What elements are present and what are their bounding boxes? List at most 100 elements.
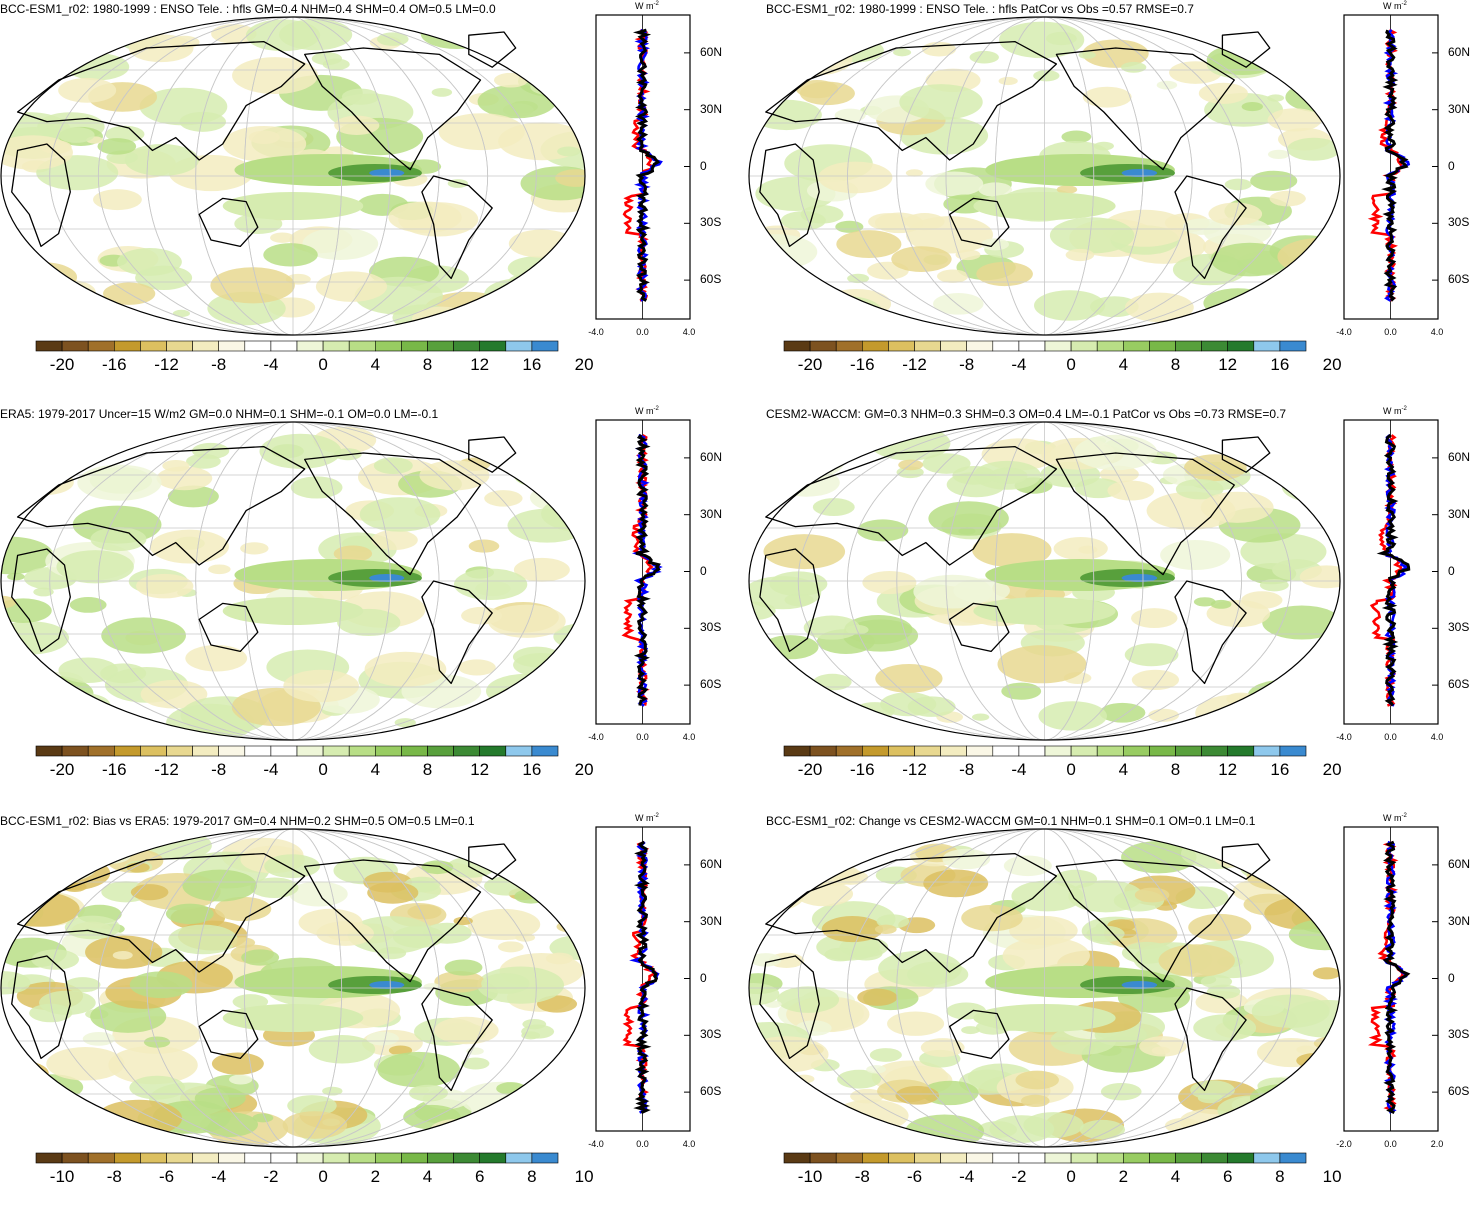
colorbar-tick-label: 12: [470, 760, 490, 779]
colorbar-swatch: [966, 340, 994, 352]
colorbar-swatch: [192, 340, 220, 352]
colorbar-tick-label: 8: [422, 760, 433, 779]
colorbar-tick-label: -8: [211, 760, 227, 779]
colorbar-swatch: [35, 745, 63, 757]
colorbar-swatch: [244, 340, 272, 352]
zonal-unit-label: W m-2: [1383, 813, 1407, 823]
colorbar-tick-label: -20: [797, 355, 823, 374]
colorbar-swatch: [1018, 1152, 1046, 1164]
colorbar-swatch: [453, 1152, 481, 1164]
colorbar-swatch: [35, 1152, 63, 1164]
panel-2: BCC-ESM1_r02: 1980-1999 : ENSO Tele. : h…: [748, 0, 1483, 400]
colorbar-swatch: [1070, 1152, 1098, 1164]
colorbar-swatch: [835, 745, 863, 757]
panel-title: BCC-ESM1_r02: 1980-1999 : ENSO Tele. : h…: [0, 2, 496, 16]
colorbar-swatch: [914, 1152, 941, 1164]
colorbar-tick-label: -12: [154, 355, 179, 374]
colorbar-swatch: [322, 1152, 350, 1164]
lat-tick-label: 30S: [1448, 620, 1470, 635]
world-map: [748, 16, 1341, 336]
lat-tick-label: 0: [1448, 158, 1455, 173]
zonal-line-black: [632, 28, 661, 302]
colorbar-labels: -20 -16 -12 -8 -4 0 4 8 12 16 20: [35, 355, 594, 377]
colorbar-swatch: [1096, 1152, 1124, 1164]
colorbar-swatch: [427, 340, 454, 352]
colorbar-tick-label: 8: [422, 355, 433, 374]
colorbar-swatch: [166, 1152, 193, 1164]
colorbar-swatch: [809, 340, 837, 352]
colorbar-swatch: [348, 1152, 376, 1164]
colorbar-swatch: [783, 1152, 811, 1164]
colorbar-tick-label: -8: [959, 760, 975, 779]
colorbar-swatch: [1044, 340, 1072, 352]
colorbar-tick-label: -8: [211, 355, 227, 374]
colorbar-swatch: [296, 745, 324, 757]
panel-4: CESM2-WACCM: GM=0.3 NHM=0.3 SHM=0.3 OM=0…: [748, 405, 1483, 805]
colorbar: [783, 745, 1307, 757]
colorbar-tick-label: -4: [959, 1167, 975, 1186]
colorbar: [35, 340, 559, 352]
colorbar-swatch: [1227, 340, 1255, 352]
colorbar-swatch: [940, 340, 968, 352]
colorbar-labels: -20 -16 -12 -8 -4 0 4 8 12 16 20: [35, 760, 594, 782]
colorbar-swatch: [1201, 745, 1229, 757]
colorbar-swatch: [61, 745, 89, 757]
colorbar-swatch: [1149, 745, 1176, 757]
colorbar-swatch: [1253, 340, 1281, 352]
zonal-unit-exponent: -2: [653, 406, 659, 412]
colorbar-tick-label: 6: [474, 1167, 485, 1186]
colorbar-tick-label: -16: [102, 355, 127, 374]
lat-tick-label: 60N: [700, 449, 723, 464]
zonal-x-tick-label: -4.0: [588, 1139, 604, 1149]
colorbar-swatch: [401, 745, 428, 757]
colorbar-tick-label: 10: [574, 1167, 594, 1186]
colorbar-swatch: [914, 340, 941, 352]
colorbar-swatch: [966, 1152, 994, 1164]
panel-title: BCC-ESM1_r02: Bias vs ERA5: 1979-2017 GM…: [0, 814, 475, 828]
colorbar-tick-label: 8: [1170, 760, 1181, 779]
colorbar-tick-label: -20: [797, 760, 823, 779]
colorbar-tick-label: -6: [158, 1167, 175, 1186]
colorbar-swatch: [888, 340, 915, 352]
colorbar-swatch: [322, 340, 350, 352]
colorbar-swatch: [35, 340, 63, 352]
colorbar-swatch: [374, 1152, 402, 1164]
colorbar-swatch: [1201, 340, 1229, 352]
colorbar-tick-label: 16: [522, 760, 542, 779]
colorbar-swatch: [140, 1152, 167, 1164]
colorbar-tick-label: 4: [370, 760, 381, 779]
colorbar-swatch: [270, 1152, 298, 1164]
colorbar-swatch: [835, 340, 863, 352]
colorbar-tick-label: -10: [49, 1167, 75, 1186]
zonal-mean-plot: [595, 419, 691, 725]
lat-tick-label: 30S: [1448, 1027, 1470, 1042]
colorbar-swatch: [1122, 1152, 1150, 1164]
world-map: [748, 828, 1341, 1148]
colorbar-tick-label: 4: [1118, 760, 1129, 779]
zonal-x-tick-label: 4.0: [682, 327, 696, 337]
zonal-x-tick-label: -4.0: [588, 327, 604, 337]
colorbar-tick-label: 0: [318, 1167, 328, 1186]
lat-tick-label: 60S: [700, 677, 722, 692]
colorbar-tick-label: 0: [318, 355, 328, 374]
colorbar-tick-label: -12: [902, 760, 927, 779]
colorbar-swatch: [1070, 340, 1098, 352]
colorbar-swatch: [322, 745, 350, 757]
zonal-x-tick-label: 4.0: [1430, 732, 1444, 742]
colorbar-swatch: [809, 1152, 837, 1164]
lat-tick-label: 60N: [1448, 856, 1471, 871]
colorbar-swatch: [505, 1152, 533, 1164]
lat-tick-label: 30N: [700, 506, 723, 521]
colorbar-swatch: [166, 340, 193, 352]
colorbar-swatch: [888, 745, 915, 757]
colorbar-tick-label: -16: [850, 355, 875, 374]
colorbar-swatch: [1122, 745, 1150, 757]
lat-tick-label: 60S: [700, 272, 722, 287]
zonal-mean-plot: [595, 14, 691, 320]
colorbar-tick-label: -8: [959, 355, 975, 374]
lat-tick-label: 60S: [1448, 272, 1470, 287]
colorbar-swatch: [296, 340, 324, 352]
colorbar-swatch: [783, 340, 811, 352]
colorbar-swatch: [809, 745, 837, 757]
lat-tick-label: 30S: [700, 215, 722, 230]
